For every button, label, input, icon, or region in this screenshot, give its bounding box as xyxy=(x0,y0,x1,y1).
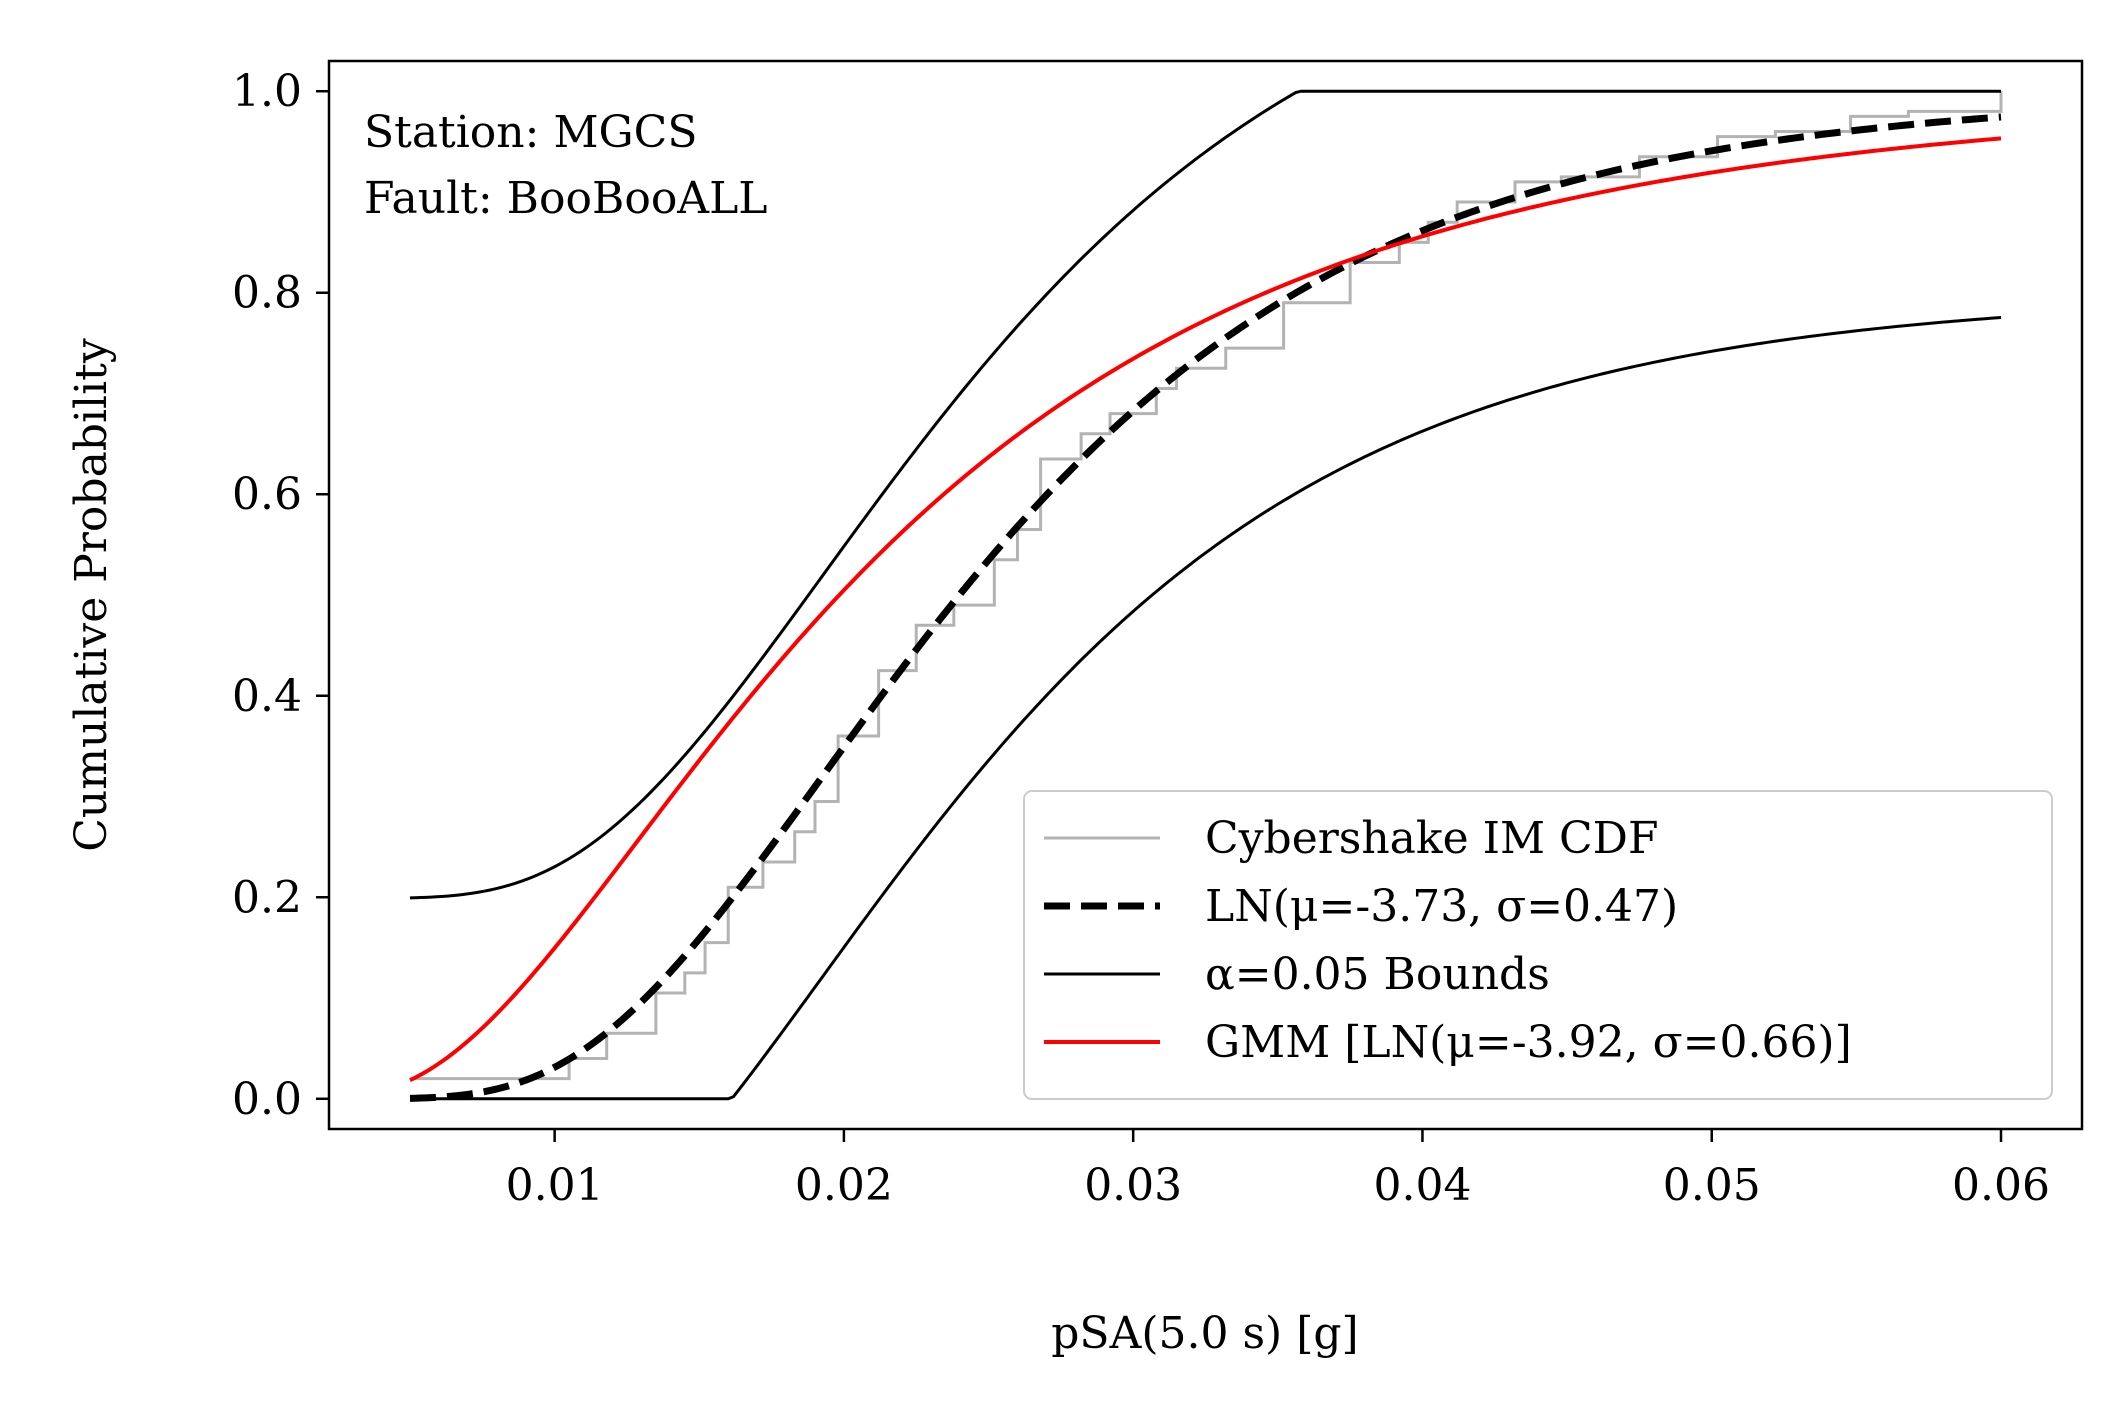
ln-fit-dashed-line xyxy=(409,113,2002,1102)
x-tick-label: 0.04 xyxy=(1373,1160,1471,1211)
fault-annotation: Fault: BooBooALL xyxy=(364,173,768,224)
y-tick-label: 0.4 xyxy=(232,671,302,722)
y-tick-label: 1.0 xyxy=(232,66,302,117)
x-tick-label: 0.05 xyxy=(1663,1160,1761,1211)
station-annotation: Station: MGCS xyxy=(364,107,697,158)
plot-frame xyxy=(327,59,2084,1131)
gmm-red-line xyxy=(409,136,2002,1083)
upper-bound-line xyxy=(409,89,2001,900)
lower-bound-line xyxy=(410,316,2002,1101)
x-tick-label: 0.03 xyxy=(1084,1160,1182,1211)
y-tick-label: 0.0 xyxy=(232,1074,302,1125)
y-axis-label: Cumulative Probability xyxy=(66,338,117,852)
x-tick-label: 0.01 xyxy=(506,1160,604,1211)
legend-label-bounds: α=0.05 Bounds xyxy=(1205,949,1550,1000)
legend-label-ln-fit: LN(μ=-3.73, σ=0.47) xyxy=(1205,881,1678,932)
cybershake-cdf-step-line xyxy=(409,91,2003,1081)
legend-label-cybershake: Cybershake IM CDF xyxy=(1205,813,1659,864)
x-axis-label: pSA(5.0 s) [g] xyxy=(1051,1308,1358,1359)
x-tick-label: 0.06 xyxy=(1952,1160,2050,1211)
y-axis-ticks: 0.0 0.2 0.4 0.6 0.8 1.0 xyxy=(232,66,329,1125)
x-axis-ticks: 0.01 0.02 0.03 0.04 0.05 0.06 xyxy=(506,1129,2050,1211)
series-layer xyxy=(409,89,2003,1102)
y-tick-label: 0.8 xyxy=(232,268,302,319)
legend: Cybershake IM CDF LN(μ=-3.73, σ=0.47) α=… xyxy=(1023,790,2053,1100)
y-tick-label: 0.2 xyxy=(232,872,302,923)
y-tick-label: 0.6 xyxy=(232,469,302,520)
legend-frame xyxy=(1023,790,2053,1100)
legend-label-gmm: GMM [LN(μ=-3.92, σ=0.66)] xyxy=(1205,1017,1852,1068)
x-tick-label: 0.02 xyxy=(795,1160,893,1211)
